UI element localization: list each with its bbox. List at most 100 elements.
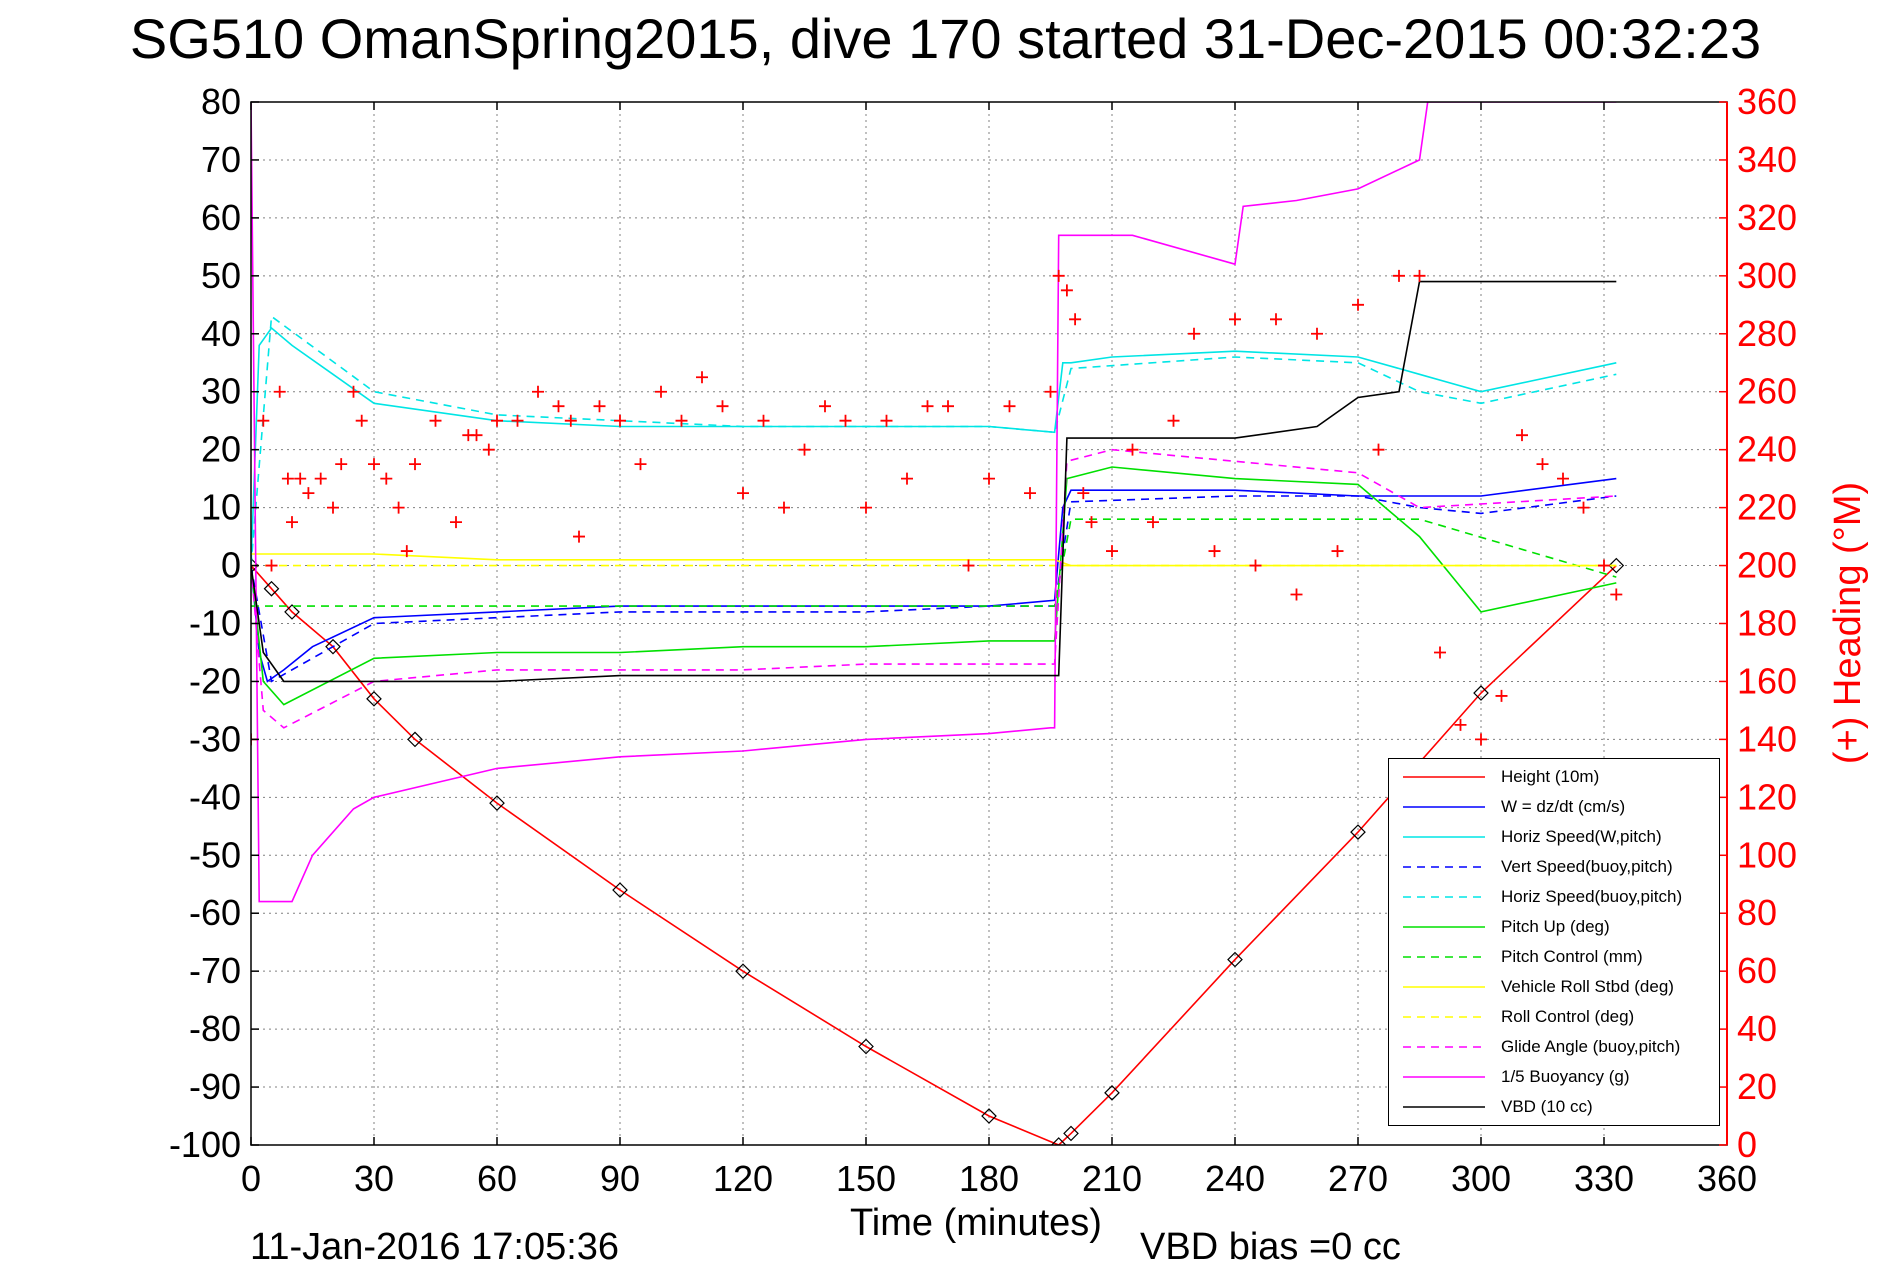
heading-marker [273,385,286,398]
heading-marker [1610,588,1623,601]
heading-marker [1311,327,1323,340]
series-line-10 [251,102,1617,903]
heading-marker [983,472,995,485]
x-tick-label: 60 [477,1158,517,1199]
footer-timestamp: 11-Jan-2016 17:05:36 [250,1226,620,1268]
y-tick-label-left: -70 [189,950,241,991]
x-tick-label: 330 [1574,1158,1634,1199]
legend-label: VBD (10 cc) [1501,1097,1593,1116]
y-tick-label-left: -10 [189,603,241,644]
heading-marker [265,559,278,572]
y-tick-label-left: -100 [169,1124,241,1165]
y-tick-label-right: 280 [1737,313,1797,354]
y-tick-label-right: 160 [1737,660,1797,701]
footer-vbd-bias: VBD bias =0 cc [1140,1226,1401,1268]
x-tick-label: 240 [1205,1158,1265,1199]
heading-marker [921,400,934,413]
y-tick-label-right: 360 [1737,81,1797,122]
heading-marker [573,530,585,543]
legend-label: Pitch Control (mm) [1501,947,1643,966]
heading-marker [614,414,626,427]
heading-marker [1393,269,1405,282]
x-tick-label: 150 [836,1158,896,1199]
heading-marker [327,501,339,514]
legend-swatch [1403,1106,1485,1108]
heading-marker [429,414,442,427]
y-tick-label-left: 0 [221,545,241,586]
heading-marker [1352,298,1364,311]
heading-marker [798,443,811,456]
height-point-marker [1050,1137,1067,1145]
heading-marker [355,414,368,427]
legend-label: Vert Speed(buoy,pitch) [1501,857,1673,876]
heading-marker [1147,516,1159,529]
y-tick-label-right: 340 [1737,139,1797,180]
legend-swatch [1403,836,1485,838]
heading-marker [716,400,729,413]
y-tick-label-right: 100 [1737,834,1797,875]
heading-marker [860,501,872,514]
heading-marker [593,400,606,413]
heading-marker [1454,718,1467,731]
height-point-marker [1104,1085,1120,1101]
height-point-marker [1473,685,1489,701]
heading-marker [737,487,749,500]
heading-marker [696,371,708,384]
heading-marker [257,414,270,427]
heading-marker [532,385,544,398]
y-tick-label-right: 200 [1737,545,1797,586]
height-point-marker [1227,951,1243,968]
height-point-marker [366,690,382,707]
series-line-6 [251,518,1617,607]
heading-marker [1249,559,1262,572]
heading-marker [1060,284,1073,297]
legend: Height (10m) W = dz/dt (cm/s) Horiz Speed(… [1388,758,1720,1126]
heading-marker [1516,429,1528,442]
legend-swatch [1403,1016,1485,1018]
x-axis-label: Time (minutes) [850,1202,1102,1244]
y-tick-label-left: 60 [201,197,241,238]
y-tick-label-left: -40 [189,776,241,817]
heading-marker [491,414,503,427]
heading-marker [392,501,405,514]
y-tick-label-right: 300 [1737,255,1797,296]
heading-marker [655,385,667,398]
heading-marker [1077,487,1090,500]
legend-item: W = dz/dt (cm/s) [1389,795,1719,819]
y-tick-label-right: 260 [1737,371,1797,412]
heading-marker [450,516,462,529]
legend-label: Horiz Speed(W,pitch) [1501,827,1662,846]
height-point-marker [981,1108,997,1124]
heading-marker [819,400,831,413]
heading-marker [1085,516,1098,529]
y-tick-label-left: -50 [189,834,241,875]
heading-marker [1188,327,1200,340]
x-tick-label: 120 [713,1158,773,1199]
heading-marker [347,385,360,398]
heading-marker [1290,588,1303,601]
heading-marker [1495,689,1508,702]
heading-marker [511,414,524,427]
height-point-marker [489,795,505,811]
series-line-11 [251,280,1617,683]
legend-label: Height (10m) [1501,767,1600,786]
heading-marker [470,429,483,442]
y-tick-label-left: 40 [201,313,241,354]
series-line-3 [251,495,1617,683]
heading-marker [757,414,770,427]
legend-label: Vehicle Roll Stbd (deg) [1501,977,1674,996]
heading-marker [482,443,495,456]
y-tick-label-left: 80 [201,81,241,122]
y-tick-label-left: 70 [201,139,241,180]
y-tick-label-right: 80 [1737,892,1777,933]
x-tick-label: 300 [1451,1158,1511,1199]
heading-marker [1106,545,1118,558]
legend-label: Roll Control (deg) [1501,1007,1635,1026]
heading-marker [1598,559,1610,572]
height-point-marker [263,580,280,597]
y-tick-label-left: 10 [201,487,241,528]
legend-item: VBD (10 cc) [1389,1095,1719,1119]
heading-marker [564,414,577,427]
heading-marker [380,472,393,485]
y-tick-label-right: 60 [1737,950,1777,991]
